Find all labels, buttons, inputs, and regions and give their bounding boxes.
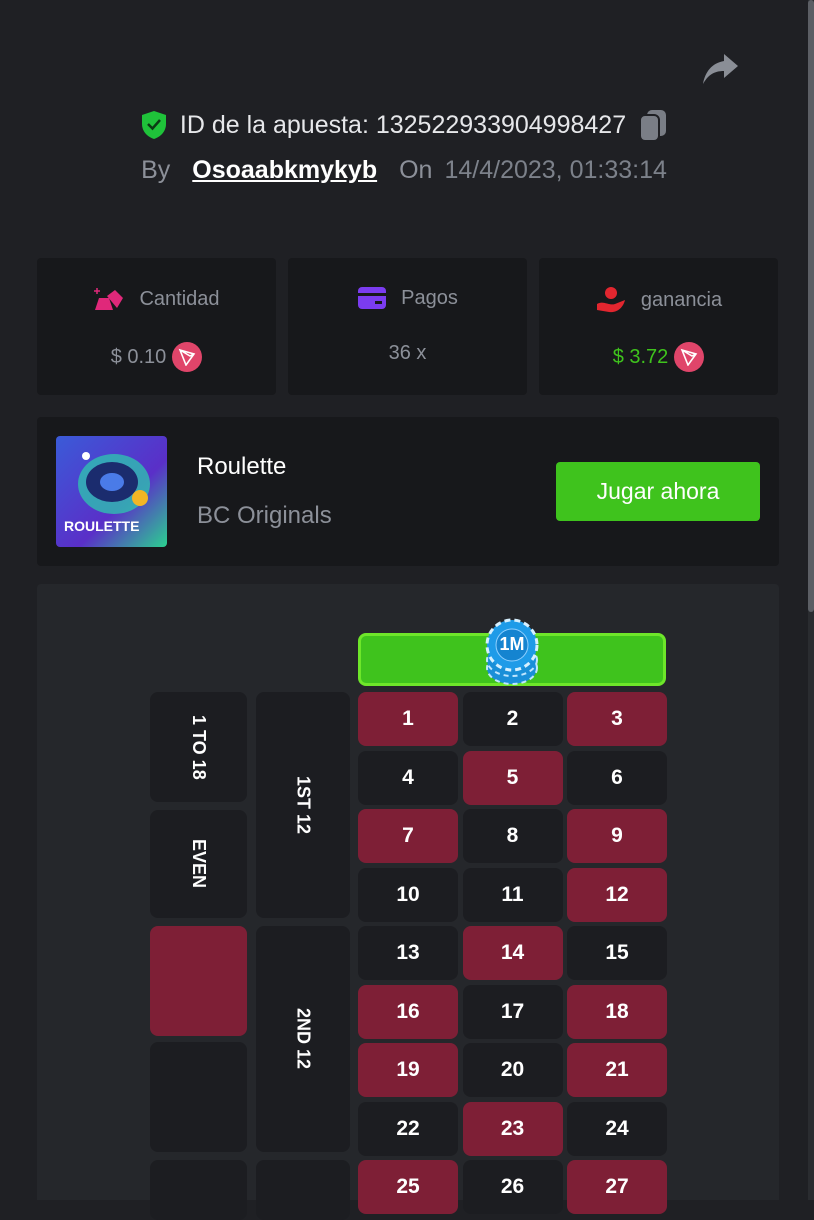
scrollbar-thumb[interactable] [808, 0, 814, 612]
even-cell[interactable]: EVEN [150, 810, 247, 918]
number-cell[interactable]: 13 [358, 926, 458, 980]
number-cell[interactable]: 18 [567, 984, 667, 1039]
profit-label: ganancia [640, 288, 723, 311]
copy-icon[interactable] [638, 108, 668, 142]
number-cell[interactable]: 2 [462, 692, 563, 746]
gold-bars-icon [94, 288, 124, 310]
verified-shield-icon [141, 111, 166, 139]
game-name[interactable]: Roulette [197, 453, 287, 480]
payout-label: Pagos [401, 286, 458, 309]
payout-value: 36 x [388, 342, 427, 364]
black-cell[interactable] [150, 1042, 247, 1152]
number-cell[interactable]: 21 [567, 1043, 667, 1097]
number-cell[interactable]: 6 [567, 750, 667, 805]
amount-value: $ 0.10 [110, 345, 167, 368]
game-card: ROULETTE Roulette BC Originals Jugar aho… [37, 417, 779, 566]
username-link[interactable]: Osoaabkmykyb [192, 156, 378, 184]
number-cell[interactable]: 20 [462, 1043, 563, 1097]
number-cell[interactable]: 25 [358, 1160, 458, 1214]
tron-icon [674, 342, 705, 372]
stat-card-amount: Cantidad $ 0.10 [37, 258, 276, 395]
number-cell[interactable]: 23 [462, 1101, 563, 1156]
game-provider: BC Originals [197, 502, 332, 529]
bet-id: ID de la apuesta: 132522933904998427 [179, 110, 627, 139]
hand-user-icon [596, 287, 625, 313]
number-cell[interactable]: 15 [567, 926, 667, 980]
share-icon[interactable] [700, 52, 740, 88]
profit-value: $ 3.72 [612, 345, 669, 368]
number-cell[interactable]: 22 [358, 1101, 458, 1156]
red-cell[interactable] [150, 926, 247, 1036]
chip-label: 1M [499, 634, 525, 654]
number-cell[interactable]: 11 [462, 867, 563, 922]
number-cell[interactable]: 14 [462, 926, 563, 980]
stat-card-payout: Pagos 36 x [288, 258, 527, 395]
by-label: By [141, 156, 171, 184]
number-cell[interactable]: 1 [358, 692, 458, 746]
number-cell[interactable]: 9 [567, 809, 667, 863]
number-cell[interactable]: 10 [358, 867, 458, 922]
dozen-cell[interactable]: 2ND 12 [256, 926, 350, 1152]
dozen-cell[interactable]: 1ST 12 [256, 692, 350, 918]
cell-label: 2ND 12 [293, 1008, 314, 1070]
cell-label: 1 TO 18 [189, 714, 209, 780]
cell-label: EVEN [189, 839, 209, 889]
number-cell[interactable]: 12 [567, 867, 667, 922]
number-cell[interactable]: 27 [567, 1160, 667, 1214]
number-cell[interactable]: 17 [462, 984, 563, 1039]
bet-id-row: ID de la apuesta: 132522933904998427 [0, 108, 808, 142]
number-cell[interactable]: 3 [567, 692, 667, 746]
bet-meta-row: By Osoaabkmykyb On 14/4/2023, 01:33:14 [0, 156, 808, 185]
chip-stack: 1M [485, 618, 539, 686]
cell-label: 1ST 12 [293, 775, 314, 835]
tron-icon [172, 342, 203, 372]
number-cell[interactable]: 19 [358, 1043, 458, 1097]
stat-card-profit: ganancia $ 3.72 [539, 258, 778, 395]
number-cell[interactable]: 16 [358, 984, 458, 1039]
amount-label: Cantidad [139, 287, 220, 310]
play-now-button[interactable]: Jugar ahora [556, 462, 760, 521]
low-1-to-18-cell[interactable]: 1 TO 18 [150, 692, 247, 802]
roulette-board: 1M 1 2 3 4 5 6 7 8 9 10 11 12 13 14 15 16 17 18 19 20 21 22 23… [37, 584, 779, 1220]
on-label: On [399, 156, 433, 184]
odd-cell[interactable] [150, 1160, 247, 1220]
roulette-thumbnail[interactable]: ROULETTE [56, 436, 167, 547]
number-cell[interactable]: 24 [567, 1101, 667, 1156]
number-cell[interactable]: 5 [462, 750, 563, 805]
dozen-cell[interactable] [256, 1160, 350, 1220]
chip-icon [485, 618, 539, 685]
bet-datetime: 14/4/2023, 01:33:14 [444, 156, 667, 184]
number-cell[interactable]: 8 [462, 809, 563, 863]
number-cell[interactable]: 7 [358, 809, 458, 863]
thumbnail-text: ROULETTE [64, 518, 140, 534]
number-cell[interactable]: 4 [358, 750, 458, 805]
number-cell[interactable]: 26 [462, 1160, 563, 1214]
card-icon [358, 287, 387, 309]
